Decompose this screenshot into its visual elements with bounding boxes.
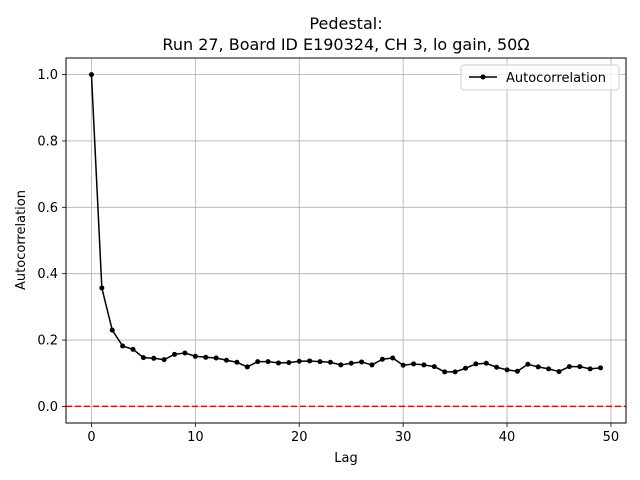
data-point [514, 368, 520, 374]
data-point [244, 364, 250, 370]
data-point [556, 369, 562, 375]
x-tick-label: 0 [87, 430, 95, 445]
data-point [483, 360, 489, 366]
data-point [431, 364, 437, 370]
chart-title-line1: Pedestal: [309, 14, 382, 33]
chart-title-line2: Run 27, Board ID E190324, CH 3, lo gain,… [162, 35, 529, 54]
data-point [224, 357, 230, 363]
data-point [234, 359, 240, 365]
x-tick-label: 20 [291, 430, 308, 445]
y-tick-label: 0.0 [37, 400, 58, 415]
data-point [255, 359, 261, 365]
data-point [535, 364, 541, 370]
x-tick-label: 50 [603, 430, 620, 445]
data-point [379, 356, 385, 362]
series-group [88, 72, 604, 375]
x-axis-label: Lag [334, 451, 357, 466]
data-point [598, 365, 604, 371]
data-point [265, 359, 271, 365]
y-axis-ticks: 0.0 0.2 0.4 0.6 0.8 1.0 [37, 68, 66, 415]
data-point [504, 367, 510, 373]
data-point [161, 357, 167, 363]
legend-marker [480, 74, 486, 80]
data-point [182, 350, 188, 356]
data-point [577, 364, 583, 370]
y-tick-label: 0.4 [37, 267, 58, 282]
data-point [151, 355, 157, 361]
data-point [140, 355, 146, 361]
data-point [338, 362, 344, 368]
data-point [525, 361, 531, 367]
data-point [99, 285, 105, 291]
data-point [120, 343, 126, 349]
data-point [369, 362, 375, 368]
y-tick-label: 0.6 [37, 201, 58, 216]
data-point [192, 353, 198, 359]
data-point [203, 354, 209, 360]
x-axis-ticks: 0 10 20 30 40 50 [87, 423, 619, 445]
plot-area [66, 58, 626, 423]
y-tick-label: 1.0 [37, 68, 58, 83]
data-point [452, 369, 458, 375]
legend-box [460, 64, 620, 91]
data-point [327, 359, 333, 365]
data-point [473, 361, 479, 367]
plot-frame [65, 57, 627, 424]
data-point [348, 360, 354, 366]
data-point [307, 358, 313, 364]
data-point [390, 355, 396, 361]
data-point [213, 355, 219, 361]
data-point [442, 369, 448, 375]
x-tick-label: 10 [187, 430, 204, 445]
data-point [411, 361, 417, 367]
data-point [317, 359, 323, 365]
data-point [494, 364, 500, 370]
data-point [400, 362, 406, 368]
data-point [566, 364, 572, 370]
data-point [359, 359, 365, 365]
y-tick-label: 0.8 [37, 134, 58, 149]
x-tick-label: 30 [395, 430, 412, 445]
data-point [296, 358, 302, 364]
data-point [587, 366, 593, 372]
data-point [275, 360, 281, 366]
x-tick-label: 40 [499, 430, 516, 445]
y-axis-label: Autocorrelation [14, 190, 29, 290]
data-point [88, 72, 94, 78]
y-tick-label: 0.2 [37, 334, 58, 349]
data-point [130, 346, 136, 352]
data-point [421, 362, 427, 368]
data-point [546, 366, 552, 372]
legend-label: Autocorrelation [506, 71, 606, 86]
data-point [172, 351, 178, 357]
data-point [286, 360, 292, 366]
legend: Autocorrelation [460, 64, 620, 91]
data-point [462, 365, 468, 371]
data-point [109, 327, 115, 333]
